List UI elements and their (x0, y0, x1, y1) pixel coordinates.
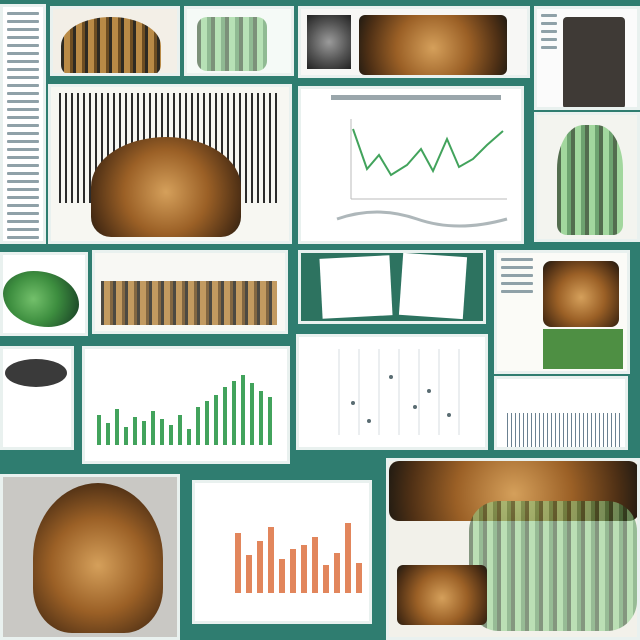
green-bar (232, 381, 236, 445)
text-column-panel (0, 4, 46, 244)
device-caption (537, 9, 561, 54)
spike-chart-panel (494, 376, 628, 450)
line-chart-title (331, 95, 501, 100)
root-specimen-image (61, 17, 161, 73)
green-bar (160, 419, 164, 445)
green-bar (214, 395, 218, 445)
line-chart-panel (298, 86, 524, 244)
line-series (352, 128, 504, 177)
orange-bar-chart-panel (192, 480, 372, 624)
green-bar (106, 423, 110, 445)
orange-bar (301, 545, 307, 593)
green-bar (205, 401, 209, 445)
device-image (563, 17, 625, 107)
wicker-head-panel (0, 474, 180, 640)
green-bar (115, 409, 119, 445)
wicker-head-image (33, 483, 163, 633)
golden-strip-image (397, 565, 487, 625)
green-bar (241, 375, 245, 445)
fungus-strip-image (101, 281, 277, 325)
green-bar (169, 425, 173, 445)
orange-bar (312, 537, 318, 593)
green-bar (124, 427, 128, 445)
honeycomb-image (543, 261, 619, 327)
seed-pod-panel (0, 346, 74, 450)
roots-image (469, 501, 637, 631)
orange-bar (290, 549, 296, 593)
document-card-1 (319, 255, 393, 319)
spine-plant-image (557, 125, 623, 235)
orange-bar (268, 527, 274, 593)
orange-bar (345, 523, 351, 593)
orange-bar (334, 553, 340, 593)
orange-bar (356, 563, 362, 593)
dark-sample-image (307, 15, 351, 69)
green-bar (142, 421, 146, 445)
green-bar (97, 415, 101, 445)
orange-bar (246, 555, 252, 593)
scatter-chart (338, 349, 460, 435)
green-bar (187, 429, 191, 445)
green-leaf-thumb-panel (0, 252, 88, 336)
honeycomb-plant-panel (494, 250, 630, 374)
tree-bark-panel (298, 6, 530, 78)
green-bar (250, 383, 254, 445)
document-card-2 (398, 253, 468, 320)
orange-bar (235, 533, 241, 593)
green-bar-chart (97, 375, 272, 445)
orange-bar (279, 559, 285, 593)
green-bar (223, 387, 227, 445)
honeycomb-green-base (543, 329, 623, 369)
green-bar (151, 411, 155, 445)
green-bar (133, 417, 137, 445)
green-bar (178, 415, 182, 445)
orange-bar (323, 565, 329, 593)
orange-bar-chart (235, 523, 362, 593)
orange-bar (257, 541, 263, 593)
device-photo-panel (534, 6, 640, 110)
document-stack-panel (298, 250, 486, 324)
bark-texture-image (359, 15, 507, 75)
honeycomb-caption (497, 253, 537, 298)
spine-plant-panel (534, 112, 640, 242)
seed-pod-image (5, 359, 67, 387)
radial-seed-head-panel (48, 84, 292, 244)
green-bar-chart-panel (82, 346, 290, 464)
seed-head-image (91, 137, 241, 237)
line-chart-plot (336, 119, 508, 228)
fungus-strip-panel (92, 250, 288, 334)
leaf-sketch-image (197, 17, 267, 71)
roots-and-bark-panel (386, 458, 640, 640)
green-bar (259, 391, 263, 445)
spike-chart-bars (507, 413, 623, 447)
green-bar (268, 397, 272, 445)
green-leaf-image (3, 271, 79, 327)
green-leaf-sketch-panel (184, 6, 294, 76)
root-specimen-panel (50, 6, 180, 76)
scatter-chart-panel (296, 334, 488, 450)
green-bar (196, 407, 200, 445)
